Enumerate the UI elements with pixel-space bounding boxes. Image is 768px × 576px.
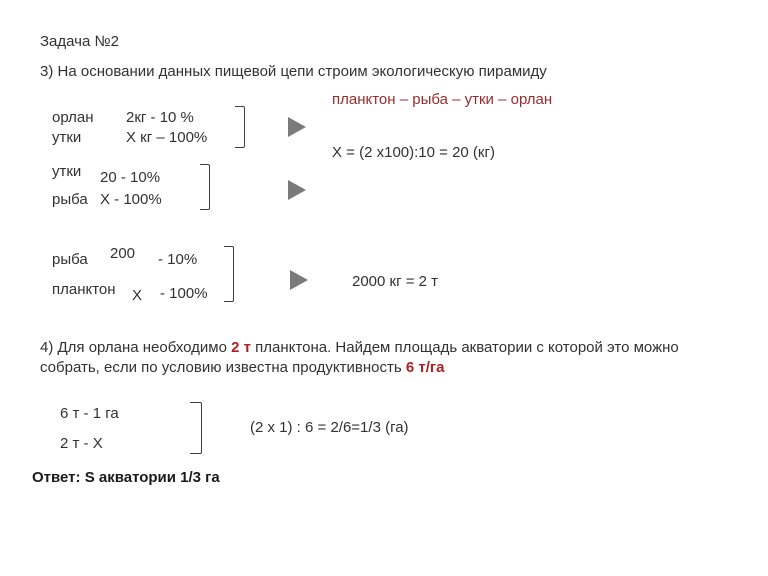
row3-value-x: Х bbox=[132, 286, 142, 306]
p4-highlight-2t: 2 т bbox=[231, 339, 251, 356]
row2-value-ryba: Х - 100% bbox=[100, 190, 162, 210]
row2-label-ryba: рыба bbox=[52, 190, 88, 210]
p4-highlight-6tga: 6 т/га bbox=[406, 359, 445, 376]
row4-line1: 6 т - 1 га bbox=[60, 404, 119, 424]
bracket-4 bbox=[190, 402, 202, 454]
paragraph-3: 3) На основании данных пищевой цепи стро… bbox=[40, 62, 547, 82]
bracket-3 bbox=[224, 246, 234, 302]
row1-value-utki: Х кг – 100% bbox=[126, 128, 207, 148]
food-chain: планктон – рыба – утки – орлан bbox=[332, 90, 552, 110]
paragraph-4: 4) Для орлана необходимо 2 т планктона. … bbox=[40, 338, 740, 379]
row1-label-orlan: орлан bbox=[52, 108, 94, 128]
bracket-2 bbox=[200, 164, 210, 210]
equation-1: Х = (2 х100):10 = 20 (кг) bbox=[332, 143, 495, 163]
answer: Ответ: S акватории 1/3 га bbox=[32, 468, 220, 488]
row3-pct-10: - 10% bbox=[158, 250, 197, 270]
arrow-3-icon bbox=[290, 270, 308, 290]
equation-4: (2 х 1) : 6 = 2/6=1/3 (га) bbox=[250, 418, 409, 438]
row3-pct-100: - 100% bbox=[160, 284, 208, 304]
equation-3: 2000 кг = 2 т bbox=[352, 272, 438, 292]
row2-label-utki: утки bbox=[52, 162, 81, 182]
row2-value-utki: 20 - 10% bbox=[100, 168, 160, 188]
arrow-1-icon bbox=[288, 117, 306, 137]
row1-value-orlan: 2кг - 10 % bbox=[126, 108, 194, 128]
row3-value-200: 200 bbox=[110, 244, 135, 264]
row4-line2: 2 т - Х bbox=[60, 434, 103, 454]
arrow-2-icon bbox=[288, 180, 306, 200]
row3-label-plankton: планктон bbox=[52, 280, 116, 300]
task-title: Задача №2 bbox=[40, 32, 119, 52]
row3-label-ryba: рыба bbox=[52, 250, 88, 270]
row1-label-utki: утки bbox=[52, 128, 81, 148]
p4-text-a: 4) Для орлана необходимо bbox=[40, 339, 231, 356]
bracket-1 bbox=[235, 106, 245, 148]
